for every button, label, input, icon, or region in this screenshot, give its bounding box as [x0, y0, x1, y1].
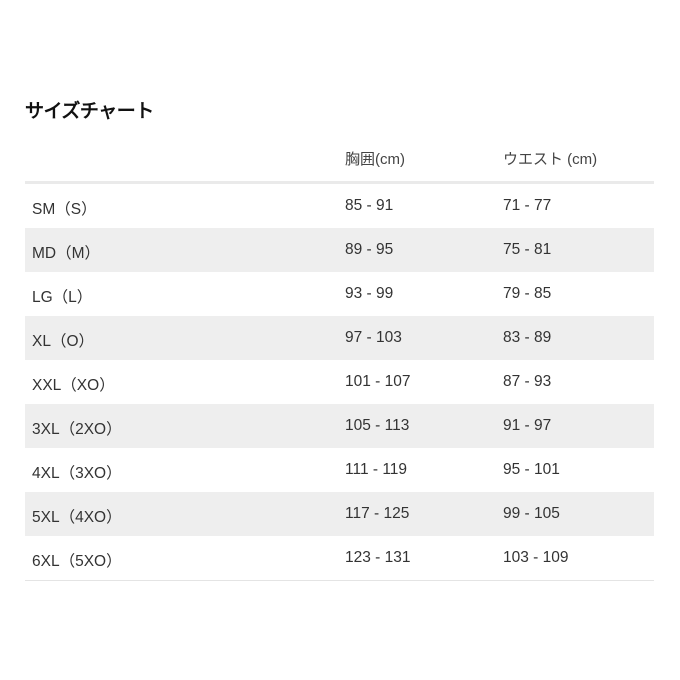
cell-size: 3XL（2XO） [32, 421, 122, 438]
cell-waist: 83 - 89 [503, 329, 552, 346]
cell-size: 4XL（3XO） [32, 465, 122, 482]
cell-size: 5XL（4XO） [32, 509, 122, 526]
column-header-chest: 胸囲(cm) [345, 151, 405, 168]
page-title: サイズチャート [25, 100, 154, 122]
cell-waist: 91 - 97 [503, 417, 552, 434]
table-row: XL（O） 97 - 103 83 - 89 [25, 316, 654, 360]
cell-waist: 79 - 85 [503, 285, 552, 302]
cell-size: XL（O） [32, 333, 95, 350]
cell-chest: 85 - 91 [345, 197, 394, 214]
table-row: 4XL（3XO） 111 - 119 95 - 101 [25, 448, 654, 492]
table-row: MD（M） 89 - 95 75 - 81 [25, 228, 654, 272]
cell-waist: 87 - 93 [503, 373, 552, 390]
table-row: LG（L） 93 - 99 79 - 85 [25, 272, 654, 316]
cell-waist: 99 - 105 [503, 505, 560, 522]
cell-waist: 95 - 101 [503, 461, 560, 478]
cell-chest: 101 - 107 [345, 373, 411, 390]
table-row: 5XL（4XO） 117 - 125 99 - 105 [25, 492, 654, 536]
cell-size: LG（L） [32, 289, 93, 306]
cell-chest: 97 - 103 [345, 329, 402, 346]
cell-waist: 75 - 81 [503, 241, 552, 258]
cell-chest: 105 - 113 [345, 417, 410, 434]
size-chart-table: 胸囲(cm) ウエスト (cm) SM（S） 85 - 91 71 - 77 MD（M… [25, 140, 654, 581]
cell-chest: 93 - 99 [345, 285, 394, 302]
cell-size: SM（S） [32, 201, 97, 218]
cell-waist: 71 - 77 [503, 197, 552, 214]
cell-size: XXL（XO） [32, 377, 115, 394]
table-row: 6XL（5XO） 123 - 131 103 - 109 [25, 536, 654, 581]
table-row: SM（S） 85 - 91 71 - 77 [25, 184, 654, 228]
cell-chest: 89 - 95 [345, 241, 394, 258]
table-row: 3XL（2XO） 105 - 113 91 - 97 [25, 404, 654, 448]
table-header: 胸囲(cm) ウエスト (cm) [25, 140, 654, 184]
cell-chest: 111 - 119 [345, 461, 408, 478]
column-header-waist: ウエスト (cm) [503, 151, 598, 168]
cell-size: MD（M） [32, 245, 101, 262]
cell-chest: 117 - 125 [345, 505, 410, 522]
table-row: XXL（XO） 101 - 107 87 - 93 [25, 360, 654, 404]
cell-waist: 103 - 109 [503, 549, 569, 566]
cell-size: 6XL（5XO） [32, 553, 122, 570]
cell-chest: 123 - 131 [345, 549, 411, 566]
